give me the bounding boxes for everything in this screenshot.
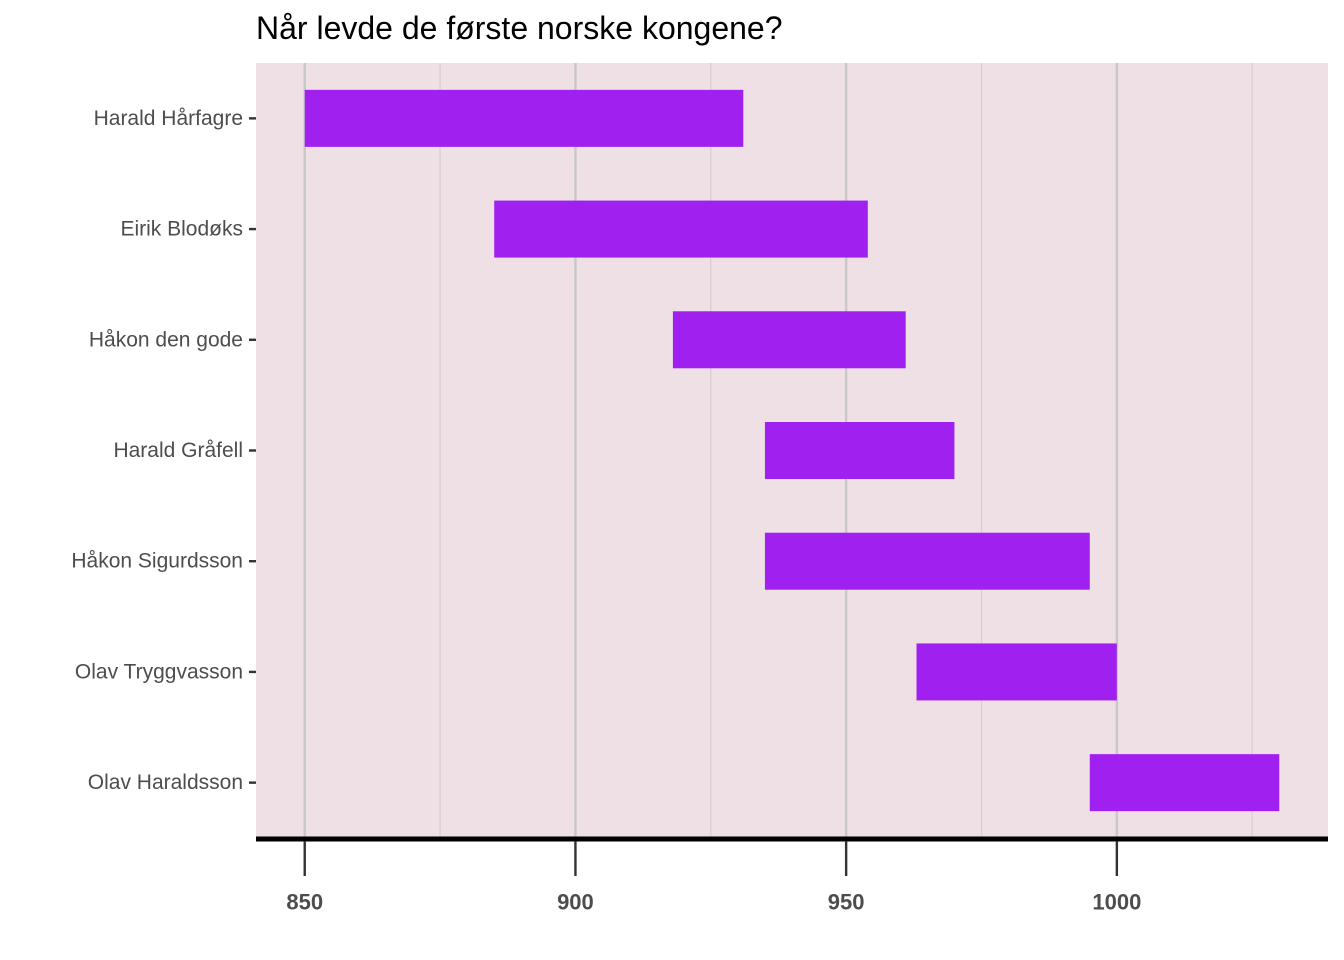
x-tick-label: 950	[828, 890, 865, 915]
bar-layer	[304, 89, 1280, 812]
x-tick-label: 900	[557, 890, 594, 915]
range-bar	[304, 89, 744, 147]
y-category-label: Olav Tryggvasson	[75, 660, 243, 683]
range-bar	[672, 311, 906, 369]
y-category-label: Harald Hårfagre	[94, 107, 243, 130]
range-bar	[764, 422, 955, 479]
y-category-label: Olav Haraldsson	[88, 771, 243, 794]
x-tick-label: 1000	[1092, 890, 1141, 915]
range-bar	[764, 532, 1090, 590]
range-bar	[1089, 754, 1280, 812]
y-category-label: Eirik Blodøks	[120, 218, 243, 241]
chart-title: Når levde de første norske kongene?	[256, 10, 783, 46]
x-axis-ticks: 850 900 950 1000	[286, 841, 1141, 915]
y-category-label: Harald Gråfell	[113, 439, 243, 462]
y-axis-labels: Harald Hårfagre Eirik Blodøks Håkon den go…	[71, 107, 256, 794]
y-category-label: Håkon Sigurdsson	[71, 550, 243, 573]
range-bar	[494, 200, 868, 258]
y-category-label: Håkon den gode	[89, 328, 243, 351]
x-tick-label: 850	[286, 890, 323, 915]
range-bar	[916, 643, 1117, 701]
